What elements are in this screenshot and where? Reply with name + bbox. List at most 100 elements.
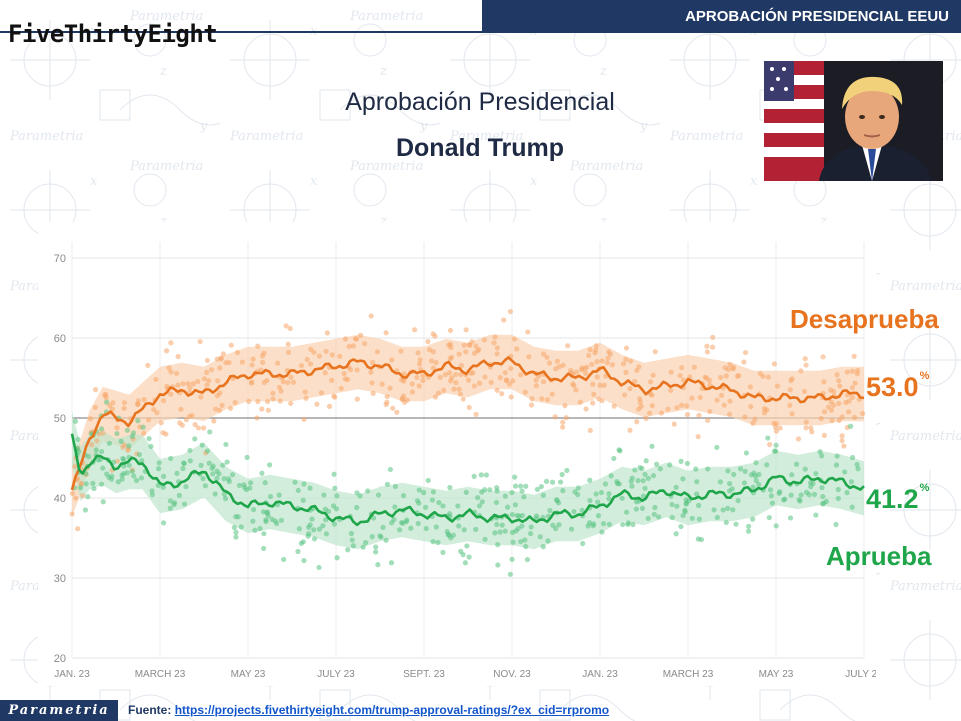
- poll-dot-aprueba: [323, 517, 329, 523]
- poll-dot-desaprueba: [552, 414, 558, 420]
- poll-dot-aprueba: [560, 488, 566, 494]
- poll-dot-desaprueba: [214, 356, 220, 362]
- poll-dot-aprueba: [440, 503, 446, 509]
- poll-dot-aprueba: [231, 524, 237, 531]
- poll-dot-desaprueba: [707, 408, 713, 415]
- poll-dot-aprueba: [139, 458, 145, 464]
- poll-dot-desaprueba: [665, 406, 671, 412]
- poll-dot-desaprueba: [175, 382, 181, 388]
- poll-dot-aprueba: [743, 450, 750, 456]
- poll-dot-desaprueba: [368, 313, 374, 319]
- poll-dot-desaprueba: [742, 349, 749, 356]
- poll-dot-aprueba: [497, 529, 503, 535]
- poll-dot-desaprueba: [290, 379, 297, 385]
- poll-dot-desaprueba: [451, 386, 457, 392]
- poll-dot-desaprueba: [145, 362, 151, 369]
- poll-dot-aprueba: [557, 479, 564, 485]
- page-subtitle: Donald Trump: [395, 134, 565, 162]
- poll-dot-desaprueba: [249, 379, 255, 385]
- poll-dot-desaprueba: [223, 360, 229, 366]
- poll-dot-aprueba: [787, 515, 794, 521]
- poll-dot-aprueba: [233, 534, 239, 540]
- poll-dot-desaprueba: [197, 338, 203, 345]
- source-label: Fuente:: [128, 703, 172, 717]
- source-link[interactable]: https://projects.fivethirtyeight.com/tru…: [174, 703, 610, 717]
- poll-dot-aprueba: [575, 492, 581, 498]
- disapprove-value: 53.0%: [866, 370, 930, 403]
- poll-dot-desaprueba: [583, 406, 589, 412]
- poll-dot-desaprueba: [219, 402, 225, 408]
- poll-dot-aprueba: [482, 536, 488, 542]
- poll-dot-desaprueba: [425, 338, 431, 345]
- poll-dot-aprueba: [261, 531, 267, 537]
- poll-dot-desaprueba: [387, 385, 393, 391]
- poll-dot-aprueba: [464, 543, 470, 549]
- poll-dot-desaprueba: [456, 386, 462, 392]
- poll-dot-desaprueba: [704, 349, 710, 355]
- poll-dot-desaprueba: [671, 421, 677, 427]
- poll-dot-aprueba: [334, 493, 340, 499]
- page-title: Aprobación Presidencial: [345, 88, 615, 116]
- poll-dot-aprueba: [819, 485, 825, 491]
- poll-dot-aprueba: [238, 524, 244, 530]
- poll-dot-desaprueba: [573, 387, 579, 393]
- poll-dot-desaprueba: [187, 385, 193, 391]
- poll-dot-aprueba: [323, 531, 330, 537]
- poll-dot-desaprueba: [232, 399, 238, 406]
- poll-dot-aprueba: [769, 500, 776, 506]
- poll-dot-desaprueba: [560, 419, 566, 425]
- poll-dot-aprueba: [623, 509, 630, 515]
- poll-dot-desaprueba: [411, 327, 418, 333]
- poll-dot-aprueba: [764, 462, 770, 468]
- poll-dot-aprueba: [387, 466, 393, 473]
- poll-dot-aprueba: [229, 472, 236, 478]
- poll-dot-aprueba: [556, 522, 562, 528]
- poll-dot-desaprueba: [383, 330, 389, 336]
- poll-dot-desaprueba: [497, 375, 503, 381]
- poll-dot-aprueba: [669, 514, 675, 521]
- poll-dot-aprueba: [149, 488, 155, 494]
- poll-dot-aprueba: [295, 487, 301, 494]
- disapprove-percent-sign: %: [919, 370, 930, 382]
- poll-dot-desaprueba: [494, 387, 500, 393]
- poll-dot-aprueba: [168, 455, 174, 462]
- poll-dot-desaprueba: [501, 317, 507, 323]
- poll-dot-desaprueba: [680, 377, 687, 383]
- poll-dots: [69, 308, 866, 577]
- poll-dot-aprueba: [580, 540, 586, 547]
- poll-dot-aprueba: [602, 481, 609, 487]
- poll-dot-desaprueba: [526, 354, 532, 360]
- poll-dot-aprueba: [479, 499, 485, 505]
- poll-dot-desaprueba: [773, 428, 780, 434]
- poll-dot-aprueba: [440, 549, 446, 555]
- poll-dot-desaprueba: [442, 372, 448, 378]
- poll-dot-aprueba: [403, 519, 409, 525]
- poll-dot-aprueba: [705, 466, 711, 472]
- poll-dot-aprueba: [504, 504, 511, 510]
- poll-dot-aprueba: [181, 460, 187, 466]
- poll-dot-desaprueba: [511, 336, 517, 342]
- poll-dot-desaprueba: [504, 377, 510, 383]
- poll-dot-aprueba: [391, 516, 397, 523]
- footer-source: Fuente: https://projects.fivethirtyeight…: [128, 703, 609, 717]
- poll-dot-aprueba: [651, 511, 657, 517]
- poll-dot-desaprueba: [593, 343, 599, 349]
- brand-logo: FiveThirtyEight: [8, 20, 218, 48]
- poll-dot-aprueba: [547, 507, 553, 514]
- poll-dot-desaprueba: [314, 401, 320, 407]
- poll-dot-aprueba: [789, 472, 795, 478]
- disapprove-label: Desaprueba: [790, 304, 939, 334]
- poll-dot-desaprueba: [448, 344, 454, 351]
- poll-dot-aprueba: [210, 471, 216, 477]
- poll-dot-desaprueba: [211, 418, 217, 424]
- poll-dot-aprueba: [731, 471, 737, 478]
- poll-dot-desaprueba: [198, 394, 204, 400]
- poll-dot-desaprueba: [100, 430, 106, 436]
- poll-dot-desaprueba: [803, 425, 809, 431]
- y-tick-label: 30: [54, 573, 66, 585]
- poll-dot-aprueba: [586, 520, 593, 526]
- poll-dot-aprueba: [695, 502, 702, 509]
- poll-dot-desaprueba: [849, 384, 856, 391]
- poll-dot-aprueba: [817, 449, 823, 455]
- poll-dot-aprueba: [653, 461, 660, 467]
